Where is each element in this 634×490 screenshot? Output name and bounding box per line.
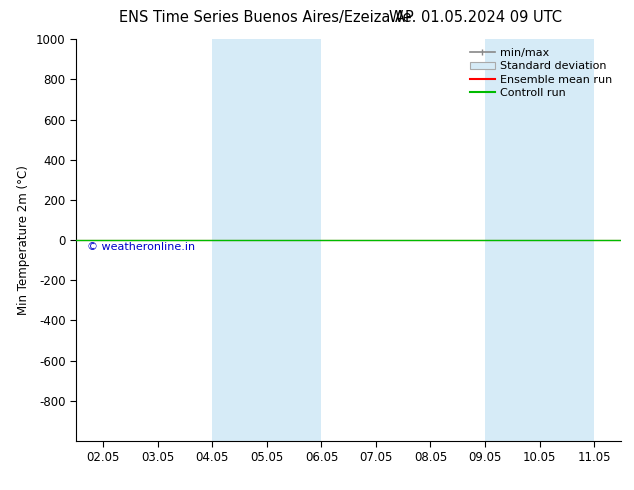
Bar [485, 39, 594, 441]
Text: We. 01.05.2024 09 UTC: We. 01.05.2024 09 UTC [389, 10, 562, 25]
Bar [212, 39, 321, 441]
Legend: min/max, Standard deviation, Ensemble mean run, Controll run: min/max, Standard deviation, Ensemble me… [467, 45, 616, 101]
Text: ENS Time Series Buenos Aires/Ezeiza AP: ENS Time Series Buenos Aires/Ezeiza AP [119, 10, 413, 25]
Y-axis label: Min Temperature 2m (°C): Min Temperature 2m (°C) [18, 165, 30, 315]
Text: © weatheronline.in: © weatheronline.in [87, 242, 195, 252]
